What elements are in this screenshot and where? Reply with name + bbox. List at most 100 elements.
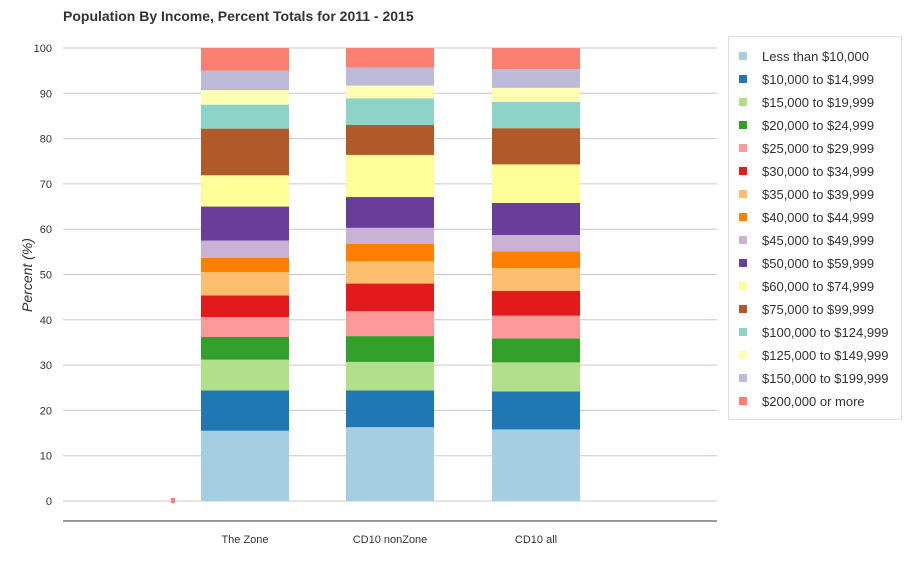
legend-swatch bbox=[739, 282, 747, 290]
legend-item[interactable]: $15,000 to $19,999 bbox=[739, 91, 874, 113]
legend-item[interactable]: $100,000 to $124,999 bbox=[739, 321, 889, 343]
bar-segment[interactable] bbox=[201, 90, 289, 105]
bar-segment[interactable] bbox=[346, 125, 434, 155]
legend-label: $200,000 or more bbox=[762, 393, 865, 409]
bar-segment[interactable] bbox=[492, 429, 580, 501]
bar-segment[interactable] bbox=[346, 261, 434, 284]
legend-label: $30,000 to $34,999 bbox=[762, 163, 875, 179]
bar-segment[interactable] bbox=[201, 104, 289, 129]
bar-segment[interactable] bbox=[346, 197, 434, 228]
bar-segment[interactable] bbox=[492, 235, 580, 252]
y-tick-label: 20 bbox=[40, 405, 52, 417]
bar-segment[interactable] bbox=[346, 98, 434, 126]
legend-item[interactable]: $150,000 to $199,999 bbox=[739, 367, 889, 389]
y-tick-label: 100 bbox=[34, 43, 52, 55]
bar-segment[interactable] bbox=[201, 240, 289, 258]
y-tick-label: 70 bbox=[40, 179, 52, 191]
legend-swatch bbox=[739, 190, 747, 198]
bar-segment[interactable] bbox=[201, 48, 289, 71]
bar-segment[interactable] bbox=[346, 85, 434, 99]
bar-segment[interactable] bbox=[346, 227, 434, 244]
bar-segment[interactable] bbox=[492, 391, 580, 430]
bar-segment[interactable] bbox=[492, 290, 580, 316]
bar-segment[interactable] bbox=[201, 317, 289, 338]
legend-label: Less than $10,000 bbox=[762, 48, 869, 64]
bar-segment[interactable] bbox=[492, 251, 580, 269]
bar-segment[interactable] bbox=[346, 154, 434, 198]
y-tick-label: 60 bbox=[40, 224, 52, 236]
legend-label: $45,000 to $49,999 bbox=[762, 232, 875, 248]
bar-segment[interactable] bbox=[201, 206, 289, 241]
bar-segment[interactable] bbox=[492, 268, 580, 291]
bar-segment[interactable] bbox=[201, 128, 289, 176]
bar-segment[interactable] bbox=[346, 48, 434, 68]
legend-item[interactable]: $10,000 to $14,999 bbox=[739, 68, 874, 90]
legend-item[interactable]: $35,000 to $39,999 bbox=[739, 183, 874, 205]
legend-item[interactable]: $25,000 to $29,999 bbox=[739, 137, 874, 159]
legend-swatch bbox=[739, 98, 747, 106]
bar-segment[interactable] bbox=[201, 70, 289, 91]
bar-segment[interactable] bbox=[346, 390, 434, 428]
legend-label: $15,000 to $19,999 bbox=[762, 94, 875, 110]
y-tick-label: 80 bbox=[40, 134, 52, 146]
bar-segment[interactable] bbox=[346, 336, 434, 362]
bar-segment[interactable] bbox=[201, 337, 289, 360]
bar-segment[interactable] bbox=[492, 48, 580, 70]
bar-segment[interactable] bbox=[346, 361, 434, 391]
legend-label: $20,000 to $24,999 bbox=[762, 117, 875, 133]
legend-item[interactable]: $20,000 to $24,999 bbox=[739, 114, 874, 136]
bar-segment[interactable] bbox=[492, 101, 580, 129]
y-tick-label: 90 bbox=[40, 88, 52, 100]
legend-label: $10,000 to $14,999 bbox=[762, 71, 875, 87]
legend-item[interactable]: $125,000 to $149,999 bbox=[739, 344, 889, 366]
legend-label: $75,000 to $99,999 bbox=[762, 301, 875, 317]
legend: Less than $10,000 $10,000 to $14,999 $15,0… bbox=[728, 36, 902, 420]
legend-item[interactable]: $30,000 to $34,999 bbox=[739, 160, 874, 182]
bar-segment[interactable] bbox=[492, 338, 580, 363]
bar-segment[interactable] bbox=[346, 67, 434, 86]
bar-segment[interactable] bbox=[346, 427, 434, 501]
bar-segment[interactable] bbox=[201, 390, 289, 431]
y-tick-label: 30 bbox=[40, 360, 52, 372]
legend-item[interactable]: $40,000 to $44,999 bbox=[739, 206, 874, 228]
origin-marker bbox=[171, 498, 175, 503]
legend-item[interactable]: $50,000 to $59,999 bbox=[739, 252, 874, 274]
legend-swatch bbox=[739, 236, 747, 244]
bar-segment[interactable] bbox=[201, 295, 289, 318]
legend-item[interactable]: $200,000 or more bbox=[739, 390, 865, 412]
bar-segment[interactable] bbox=[201, 272, 289, 296]
bar-segment[interactable] bbox=[492, 128, 580, 165]
legend-label: $100,000 to $124,999 bbox=[762, 324, 889, 340]
legend-swatch bbox=[739, 52, 747, 60]
chart-title: Population By Income, Percent Totals for… bbox=[63, 8, 414, 24]
bar-segment[interactable] bbox=[492, 315, 580, 339]
bar-segment[interactable] bbox=[492, 69, 580, 88]
legend-item[interactable]: $45,000 to $49,999 bbox=[739, 229, 874, 251]
legend-swatch bbox=[739, 213, 747, 221]
legend-swatch bbox=[739, 305, 747, 313]
legend-item[interactable]: $60,000 to $74,999 bbox=[739, 275, 874, 297]
legend-item[interactable]: $75,000 to $99,999 bbox=[739, 298, 874, 320]
y-axis-label: Percent (%) bbox=[19, 238, 35, 312]
bar-segment[interactable] bbox=[346, 283, 434, 312]
legend-swatch bbox=[739, 374, 747, 382]
bar-segment[interactable] bbox=[201, 175, 289, 207]
legend-swatch bbox=[739, 259, 747, 267]
x-tick-label: CD10 nonZone bbox=[353, 534, 428, 546]
bar-segment[interactable] bbox=[201, 430, 289, 501]
bar-segment[interactable] bbox=[201, 359, 289, 391]
bar-segment[interactable] bbox=[492, 202, 580, 236]
legend-swatch bbox=[739, 328, 747, 336]
legend-label: $40,000 to $44,999 bbox=[762, 209, 875, 225]
bar-segment[interactable] bbox=[492, 87, 580, 102]
legend-swatch bbox=[739, 351, 747, 359]
y-tick-label: 50 bbox=[40, 270, 52, 282]
bar-segment[interactable] bbox=[346, 243, 434, 262]
bar-segment[interactable] bbox=[201, 257, 289, 273]
y-tick-label: 10 bbox=[40, 451, 52, 463]
bar-segment[interactable] bbox=[492, 362, 580, 392]
bar-segment[interactable] bbox=[346, 311, 434, 337]
legend-item[interactable]: Less than $10,000 bbox=[739, 45, 869, 67]
bar-segment[interactable] bbox=[492, 164, 580, 203]
legend-swatch bbox=[739, 75, 747, 83]
